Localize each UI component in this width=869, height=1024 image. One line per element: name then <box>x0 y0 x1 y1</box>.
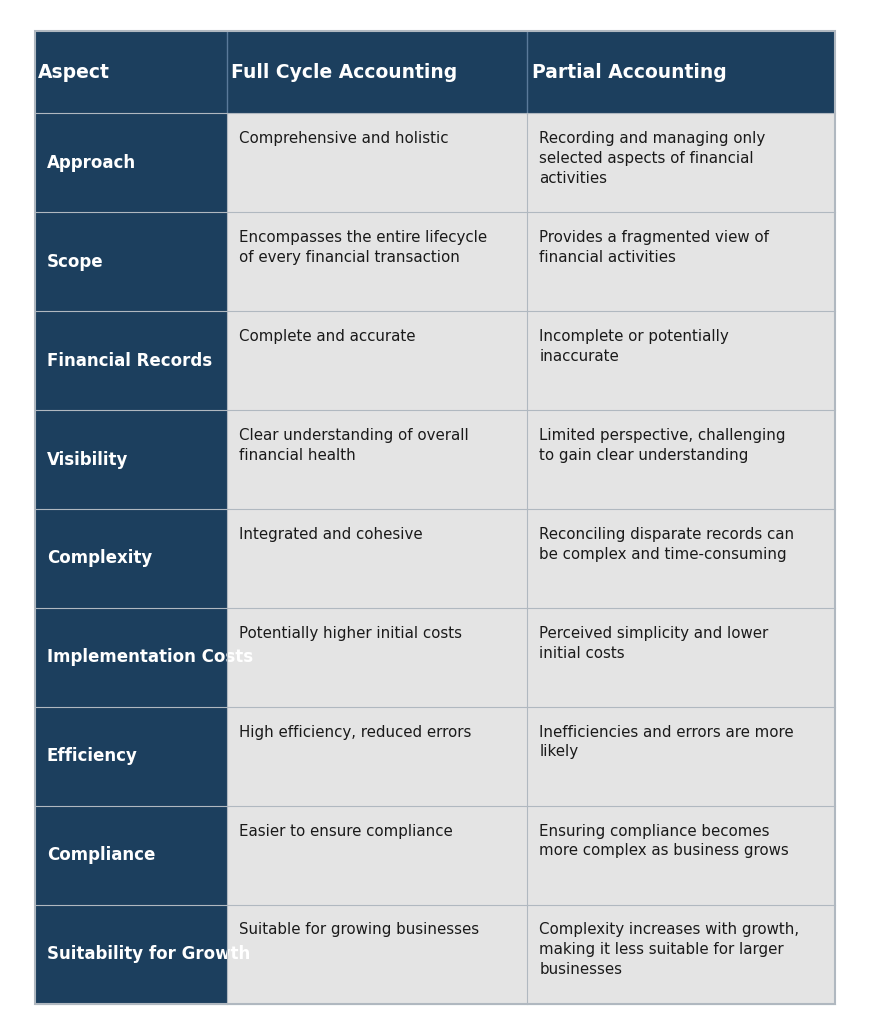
Text: Visibility: Visibility <box>47 451 129 469</box>
Text: Perceived simplicity and lower
initial costs: Perceived simplicity and lower initial c… <box>539 626 767 660</box>
Bar <box>227 311 527 410</box>
Text: Financial Records: Financial Records <box>47 351 212 370</box>
Text: Complete and accurate: Complete and accurate <box>239 329 415 344</box>
Bar <box>35 114 227 212</box>
Text: Implementation Costs: Implementation Costs <box>47 648 253 667</box>
Text: Integrated and cohesive: Integrated and cohesive <box>239 526 422 542</box>
Text: Incomplete or potentially
inaccurate: Incomplete or potentially inaccurate <box>539 329 728 364</box>
Bar <box>527 212 834 311</box>
Bar <box>227 212 527 311</box>
Bar <box>35 608 227 707</box>
Bar <box>227 410 527 509</box>
Text: Complexity: Complexity <box>47 550 152 567</box>
Bar <box>227 806 527 904</box>
Bar <box>35 311 227 410</box>
Text: Suitable for growing businesses: Suitable for growing businesses <box>239 923 479 937</box>
Text: Suitability for Growth: Suitability for Growth <box>47 945 250 963</box>
Bar <box>35 410 227 509</box>
Bar <box>227 707 527 806</box>
Text: Partial Accounting: Partial Accounting <box>531 62 726 82</box>
Bar <box>527 114 834 212</box>
Bar <box>227 904 527 1004</box>
Text: Easier to ensure compliance: Easier to ensure compliance <box>239 823 452 839</box>
Bar <box>227 608 527 707</box>
Text: Inefficiencies and errors are more
likely: Inefficiencies and errors are more likel… <box>539 725 793 760</box>
Bar <box>527 904 834 1004</box>
Text: Compliance: Compliance <box>47 846 156 864</box>
Text: Potentially higher initial costs: Potentially higher initial costs <box>239 626 461 641</box>
Bar <box>35 31 227 114</box>
Text: Complexity increases with growth,
making it less suitable for larger
businesses: Complexity increases with growth, making… <box>539 923 799 977</box>
Bar <box>227 114 527 212</box>
Bar <box>35 707 227 806</box>
Bar <box>35 212 227 311</box>
Bar <box>527 707 834 806</box>
Bar <box>527 509 834 608</box>
Bar <box>227 509 527 608</box>
Bar <box>527 31 834 114</box>
Text: Clear understanding of overall
financial health: Clear understanding of overall financial… <box>239 428 468 463</box>
Text: Approach: Approach <box>47 154 136 172</box>
Bar <box>35 904 227 1004</box>
Text: Recording and managing only
selected aspects of financial
activities: Recording and managing only selected asp… <box>539 131 765 185</box>
Text: Aspect: Aspect <box>37 62 109 82</box>
Bar <box>227 31 527 114</box>
Text: High efficiency, reduced errors: High efficiency, reduced errors <box>239 725 471 739</box>
Text: Scope: Scope <box>47 253 103 270</box>
Text: Comprehensive and holistic: Comprehensive and holistic <box>239 131 448 146</box>
Bar <box>35 806 227 904</box>
Bar <box>527 410 834 509</box>
Text: Efficiency: Efficiency <box>47 748 137 765</box>
Bar <box>527 608 834 707</box>
Text: Encompasses the entire lifecycle
of every financial transaction: Encompasses the entire lifecycle of ever… <box>239 230 487 265</box>
Text: Provides a fragmented view of
financial activities: Provides a fragmented view of financial … <box>539 230 768 265</box>
Bar <box>527 311 834 410</box>
Text: Limited perspective, challenging
to gain clear understanding: Limited perspective, challenging to gain… <box>539 428 785 463</box>
Text: Full Cycle Accounting: Full Cycle Accounting <box>231 62 457 82</box>
Bar <box>527 806 834 904</box>
Bar <box>35 509 227 608</box>
Text: Reconciling disparate records can
be complex and time-consuming: Reconciling disparate records can be com… <box>539 526 793 561</box>
Text: Ensuring compliance becomes
more complex as business grows: Ensuring compliance becomes more complex… <box>539 823 788 858</box>
